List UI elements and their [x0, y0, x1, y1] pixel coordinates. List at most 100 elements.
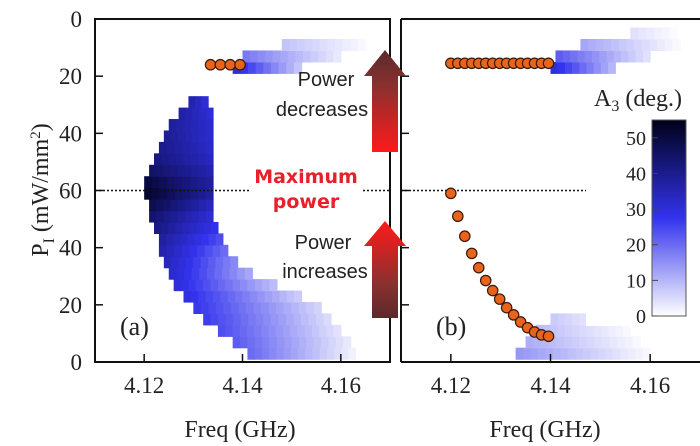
heatmap-cell	[606, 50, 615, 63]
max-power-label-bg	[250, 160, 362, 214]
heatmap-cell	[177, 210, 186, 223]
heatmap-cell	[174, 141, 183, 154]
heatmap-cell	[268, 301, 277, 315]
heatmap-cell	[151, 176, 161, 189]
heatmap-cell	[198, 153, 207, 166]
heatmap-cell	[254, 336, 263, 349]
heatmap-cell	[254, 279, 263, 292]
heatmap-cell	[190, 176, 199, 189]
heatmap-cell	[183, 267, 193, 280]
heatmap-cell	[189, 221, 198, 234]
heatmap-cell	[298, 301, 307, 315]
power-increases-line1: Power	[295, 232, 352, 254]
heatmap-cell	[291, 336, 300, 349]
heatmap-cell	[197, 141, 206, 154]
heatmap-cell	[257, 290, 266, 303]
heatmap-cell	[178, 107, 187, 120]
heatmap-cell	[210, 221, 219, 234]
heatmap-cell	[158, 141, 168, 154]
data-point	[493, 293, 506, 305]
heatmap-cell	[545, 347, 554, 360]
heatmap-cell	[270, 61, 280, 74]
heatmap-cell	[170, 210, 179, 223]
heatmap-cell	[190, 119, 199, 132]
heatmap-cell	[642, 347, 651, 360]
heatmap-cell	[286, 61, 295, 74]
heatmap-cell	[303, 50, 312, 63]
x-tick-label: 4.12	[431, 373, 471, 398]
heatmap-cell	[579, 313, 588, 326]
heatmap-cell	[242, 50, 251, 63]
heatmap-cell	[530, 347, 539, 360]
heatmap-cell	[272, 290, 280, 303]
heatmap-cell	[212, 244, 221, 257]
heatmap-cell	[183, 290, 192, 303]
heatmap-cell	[177, 164, 186, 177]
heatmap-cell	[562, 50, 571, 63]
heatmap-cell	[611, 39, 620, 52]
heatmap-cell	[295, 50, 304, 63]
heatmap-cell	[560, 347, 569, 360]
heatmap-cell	[215, 301, 225, 315]
power-decreases-arrow	[364, 50, 406, 152]
heatmap-cell	[538, 347, 547, 360]
heatmap-cell	[600, 61, 609, 74]
heatmap-cell	[198, 210, 207, 223]
heatmap-cell	[586, 336, 595, 349]
heatmap-cell	[318, 50, 327, 63]
heatmap-cell	[190, 290, 199, 303]
heatmap-cell	[205, 130, 214, 143]
heatmap-cell	[579, 324, 588, 337]
panel-label-a: (a)	[120, 312, 149, 341]
heatmap-cell	[269, 336, 278, 349]
heatmap-cell	[261, 301, 270, 315]
heatmap-cell	[194, 96, 203, 109]
heatmap-cell	[225, 324, 233, 337]
heatmap-cell	[151, 187, 161, 200]
heatmap-cell	[223, 301, 232, 315]
heatmap-cell	[297, 324, 306, 337]
heatmap-cell	[664, 39, 673, 52]
colorbar-tick-label: 10	[626, 270, 646, 292]
heatmap-cell	[591, 50, 600, 63]
heatmap-cell	[205, 119, 214, 132]
heatmap-cell	[306, 336, 315, 349]
heatmap-cell	[193, 301, 202, 315]
heatmap-cell	[199, 267, 208, 280]
data-point	[486, 284, 499, 297]
heatmap-cell	[187, 233, 196, 246]
heatmap-cell	[198, 164, 207, 177]
heatmap-cell	[191, 210, 200, 223]
heatmap-cell	[281, 39, 291, 52]
heatmap-cell	[343, 336, 352, 349]
panel-label-b: (b)	[436, 312, 466, 341]
heatmap-cell	[176, 119, 185, 132]
heatmap-cell	[242, 290, 251, 303]
heatmap-cell	[661, 27, 670, 40]
heatmap-cell	[238, 301, 247, 315]
heatmap-cell	[333, 324, 342, 337]
heatmap-cell	[580, 39, 589, 52]
colorbar-tick-label: 20	[626, 235, 646, 257]
heatmap-cell	[626, 39, 635, 52]
heatmap-cell	[218, 313, 227, 326]
heatmap-cell	[203, 279, 212, 292]
heatmap-cell	[247, 336, 256, 349]
heatmap-cell	[220, 290, 229, 303]
heatmap-cell	[191, 267, 200, 280]
heatmap-cell	[608, 61, 616, 74]
heatmap-cell	[161, 153, 170, 166]
heatmap-cell	[247, 347, 256, 360]
heatmap-cell	[203, 313, 212, 326]
heatmap-cell	[250, 50, 259, 63]
heatmap-cell	[297, 347, 306, 360]
heatmap-cell	[197, 176, 206, 189]
axis-ticks: 4.12 4.14 4.16 4.12 4.14 4.16 0 20 40 60 40 20 0	[59, 7, 670, 398]
colorbar-ticks: 0 10 20 30 40 50	[626, 128, 658, 328]
heatmap-cell	[182, 187, 191, 200]
heatmap-cell	[635, 50, 644, 63]
power-increases-arrow	[364, 221, 406, 318]
heatmap-cell	[161, 221, 169, 234]
heatmap-cell	[156, 199, 164, 212]
heatmap-cell	[244, 267, 253, 280]
